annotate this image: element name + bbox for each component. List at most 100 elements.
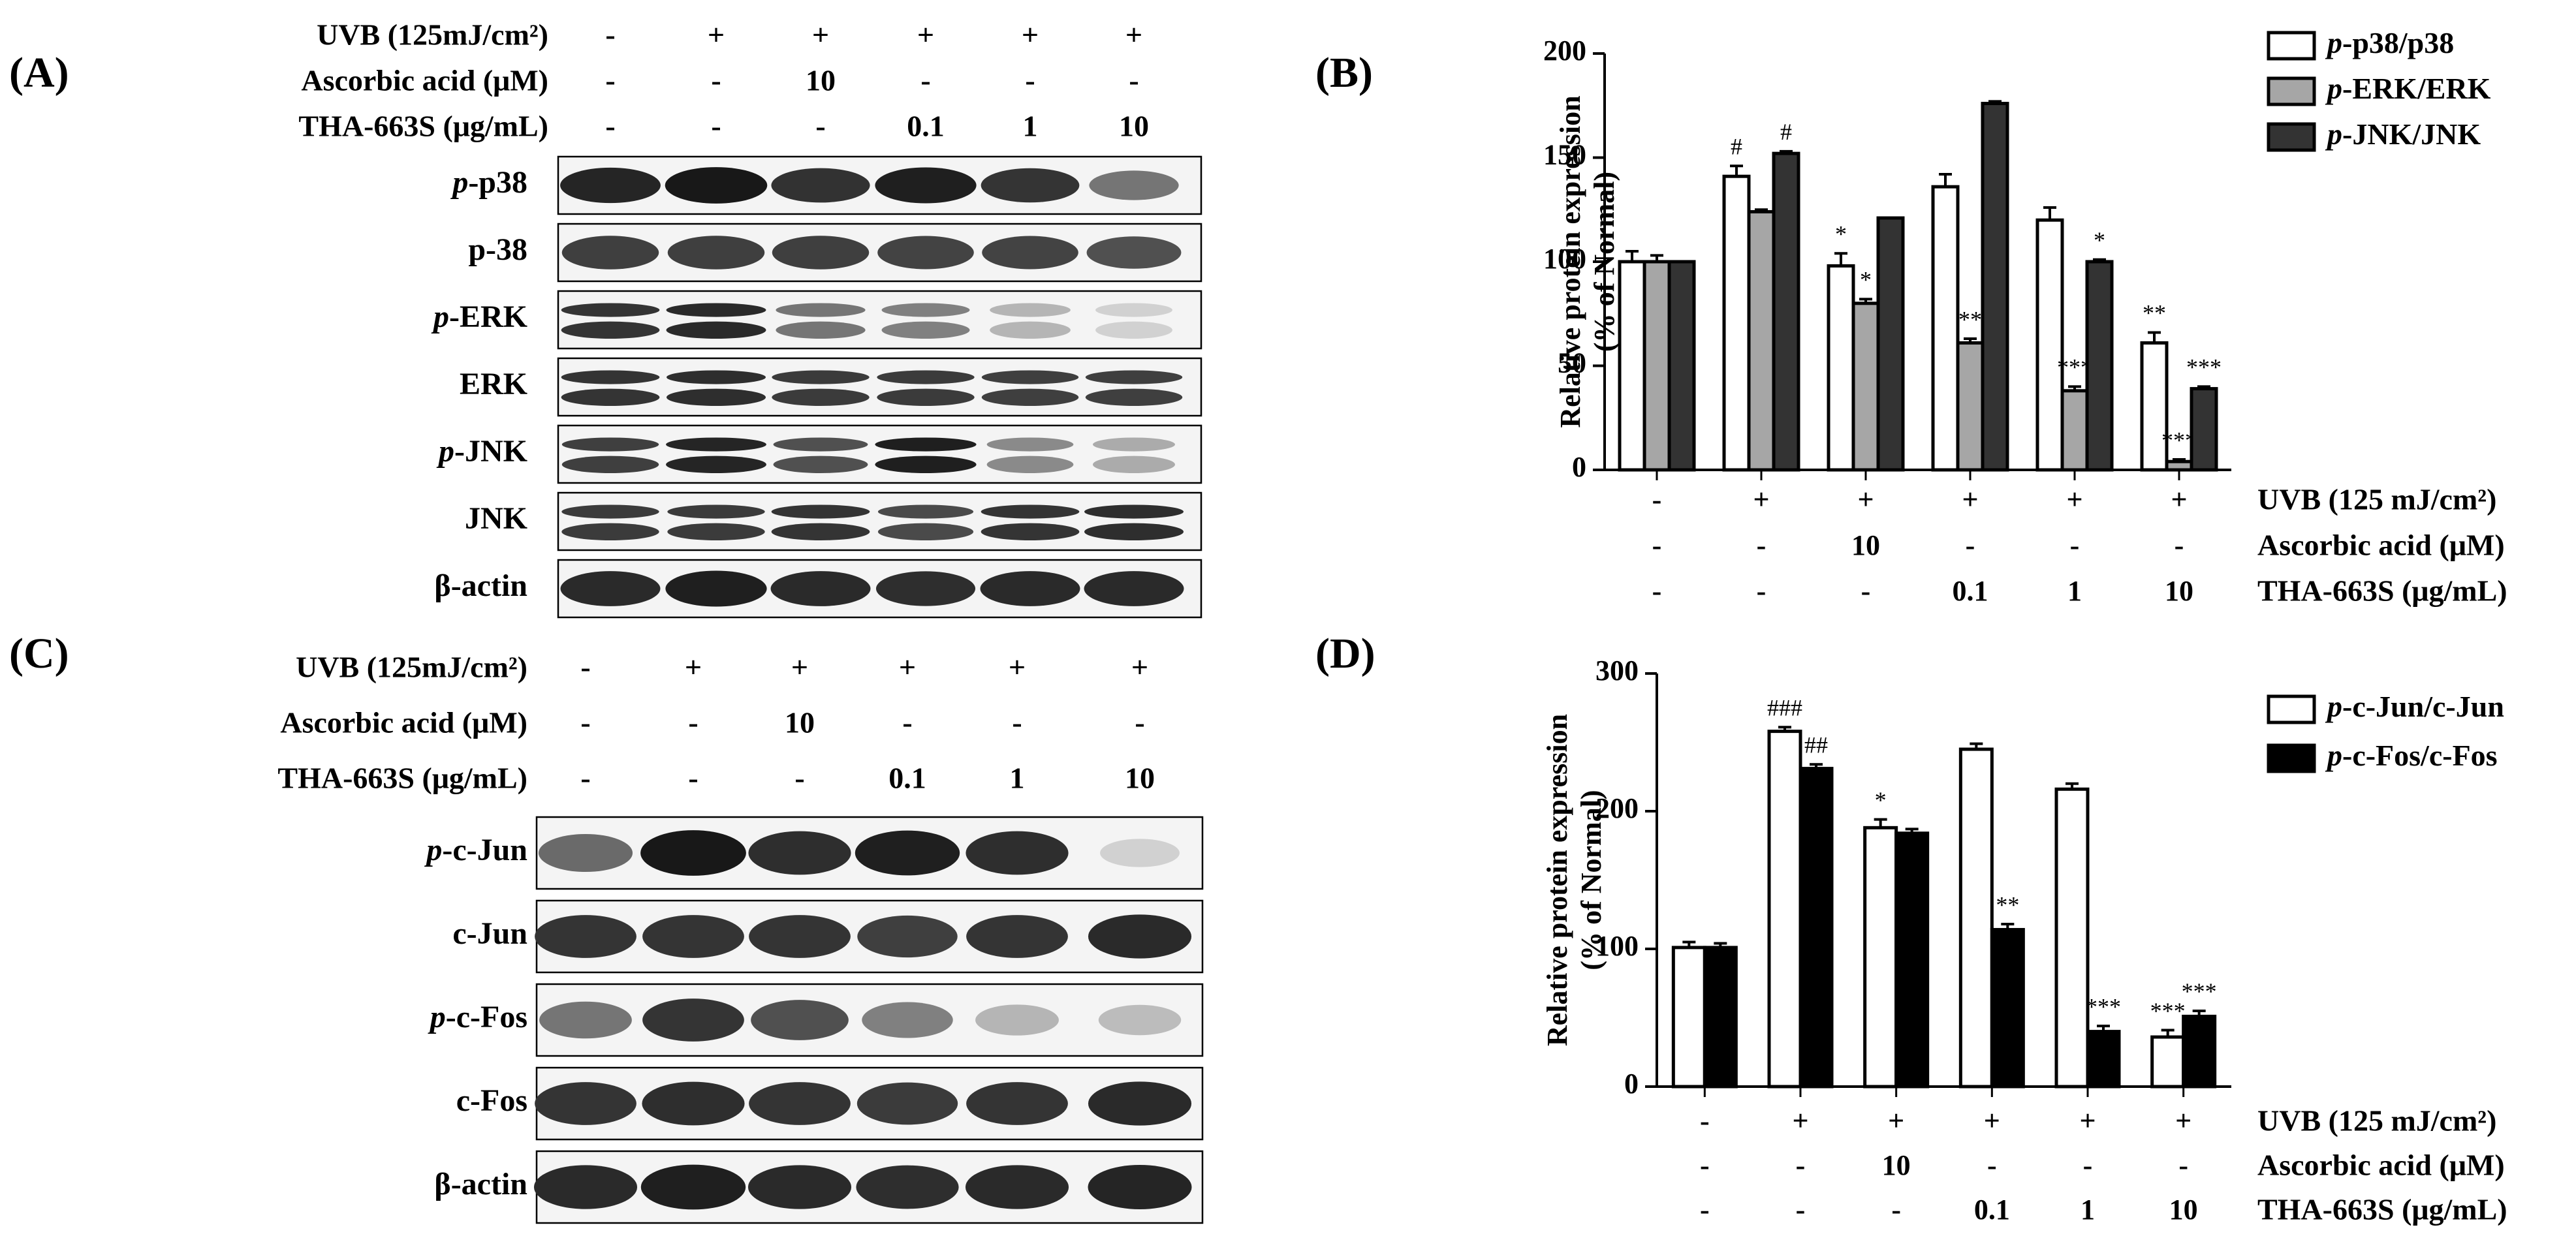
condition-value: - <box>1796 1149 1806 1181</box>
condition-value: - <box>2070 529 2080 561</box>
condition-value: + <box>917 18 934 52</box>
blot-band <box>986 437 1074 452</box>
condition-value: - <box>1700 1194 1710 1226</box>
bar-pp38p38 <box>2140 341 2169 472</box>
blot-band <box>751 1000 849 1040</box>
blot-label-pjnk: p-JNK <box>436 434 527 469</box>
blot-band <box>665 570 767 607</box>
bar-pcjuncjun <box>2150 1035 2186 1089</box>
blot-band <box>1086 236 1182 269</box>
blot-frame <box>557 357 1202 417</box>
y-tick-label: 300 <box>1595 655 1639 687</box>
y-axis-label-line: Relative protein expression <box>1541 714 1573 1046</box>
condition-value: - <box>1652 484 1662 516</box>
blot-band <box>772 236 870 270</box>
bar-pp38p38 <box>1722 174 1751 472</box>
blot-band <box>667 504 765 519</box>
legend-label-italic: p <box>2325 690 2342 723</box>
blot-band <box>561 321 660 339</box>
blot-band <box>966 1082 1068 1125</box>
bar-chart-1: (D) 0 100 200 300 Relative protein expression… <box>1315 630 2507 1226</box>
blot-band <box>539 1001 632 1039</box>
significance-mark: * <box>1860 267 1872 293</box>
condition-value: - <box>1861 575 1871 607</box>
blot-label-p38-rest: p-38 <box>468 232 527 267</box>
condition-value: - <box>2178 1149 2188 1181</box>
bar-pcjuncjun <box>1767 730 1802 1089</box>
blot-band <box>881 321 970 339</box>
legend-label-italic: p <box>2325 72 2342 105</box>
blot-label-cjun-rest: c-Jun <box>452 916 527 951</box>
condition-value: - <box>920 64 930 97</box>
blot-band <box>986 456 1074 474</box>
blot-band <box>981 388 1079 407</box>
blot-band <box>966 831 1069 875</box>
blot-band <box>748 831 851 875</box>
condition-value: - <box>1700 1149 1710 1181</box>
condition-value: - <box>794 762 804 795</box>
bar-pcjuncjun <box>1863 826 1898 1089</box>
significance-mark: *** <box>2086 993 2121 1019</box>
condition-value: - <box>711 64 721 97</box>
condition-value: - <box>1796 1194 1806 1226</box>
blot-band <box>771 523 870 541</box>
significance-mark: *** <box>2182 978 2217 1004</box>
blot-band <box>561 303 660 317</box>
blot-band <box>771 168 870 203</box>
blot-band <box>561 456 659 474</box>
condition-value: 10 <box>1851 529 1880 561</box>
condition-value: 10 <box>1882 1149 1911 1181</box>
blot-label-erk: ERK <box>460 367 527 401</box>
condition-value: - <box>688 706 698 739</box>
condition-value: 10 <box>1125 762 1155 795</box>
blot-band <box>666 370 766 384</box>
legend-label: p-c-Jun/c-Jun <box>2325 690 2504 723</box>
blot-band <box>535 1082 636 1125</box>
blot-band <box>877 388 975 407</box>
legend-label: p-p38/p38 <box>2325 26 2454 59</box>
blot-band <box>1093 437 1175 452</box>
y-axis-label: Relative protein expression(% of Normal) <box>1541 714 1607 1046</box>
y-axis-label: Relative protein expression(% of Normal) <box>1554 95 1620 427</box>
blot-band <box>665 167 768 204</box>
bar-pcjuncjun <box>1958 747 1994 1089</box>
condition-label: Ascorbic acid (μM) <box>2257 1149 2505 1182</box>
blot-band <box>862 1002 953 1038</box>
blot-band <box>770 571 871 606</box>
bar-pp38p38 <box>2035 218 2064 472</box>
blot-band <box>1088 914 1192 959</box>
condition-value: - <box>1012 706 1022 739</box>
blot-band <box>535 915 636 958</box>
blot-band <box>980 571 1080 606</box>
blot-band <box>771 504 870 519</box>
blot-label-perk: p-ERK <box>431 300 527 334</box>
blot-band <box>667 523 765 541</box>
condition-value: - <box>1891 1194 1901 1226</box>
condition-label: UVB (125mJ/cm²) <box>296 651 527 684</box>
blot-band <box>981 370 1079 384</box>
legend-label-rest: -JNK/JNK <box>2342 117 2481 151</box>
blot-band <box>772 388 870 407</box>
legend-label-italic: p <box>2325 26 2342 59</box>
blot-panel-C: (C) UVB (125mJ/cm²) - + + + + + Ascorbic acid (μ… <box>9 630 1204 1224</box>
condition-label: UVB (125 mJ/cm²) <box>2257 1104 2496 1137</box>
condition-value: - <box>2083 1149 2093 1181</box>
blot-band <box>877 504 974 519</box>
condition-value: + <box>812 18 829 52</box>
blot-band <box>1095 303 1172 317</box>
blot-label-pcfos: p-c-Fos <box>428 1000 527 1034</box>
bar-pcjuncjun <box>2054 787 2090 1089</box>
condition-value: 10 <box>785 706 815 739</box>
blot-panel-A: (A) UVB (125mJ/cm²) - + + + + + Ascorbic acid (μ… <box>9 18 1202 619</box>
condition-value: - <box>1652 575 1662 607</box>
blot-band <box>1100 839 1180 867</box>
condition-value: - <box>1025 64 1035 97</box>
blot-band <box>881 303 970 317</box>
significance-mark: * <box>1835 221 1847 247</box>
blot-band <box>776 303 866 317</box>
bar-pcfoscfos <box>2182 1014 2217 1089</box>
blot-band <box>749 1082 851 1125</box>
condition-label: THA-663S (μg/mL) <box>2257 1193 2507 1226</box>
significance-mark: ### <box>1767 695 1802 721</box>
y-tick-label: 200 <box>1595 792 1639 824</box>
